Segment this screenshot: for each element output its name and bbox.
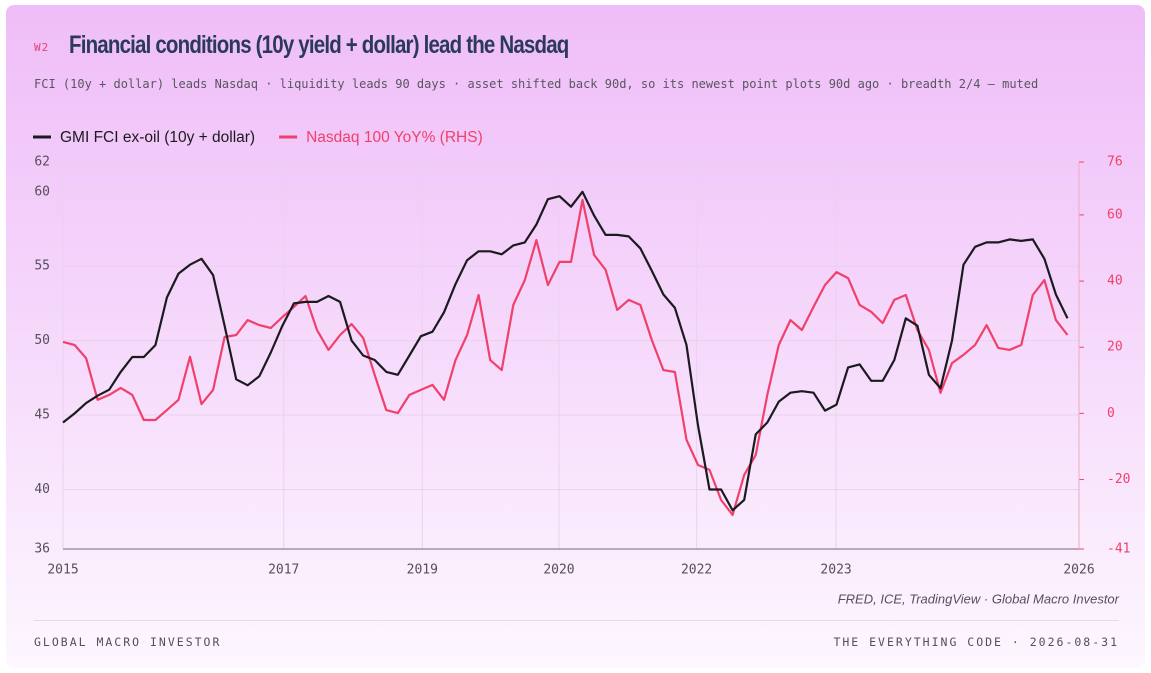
y-tick-label: 36	[34, 542, 50, 557]
subtitle: FCI (10y + dollar) leads Nasdaq · liquid…	[34, 77, 1039, 91]
y-tick-label: 62	[34, 155, 50, 170]
footer-right: THE EVERYTHING CODE · 2026-08-31	[833, 635, 1119, 649]
series-line	[62, 190, 1069, 512]
x-tick-label: 2020	[543, 563, 574, 578]
legend-label: GMI FCI ex-oil (10y + dollar)	[60, 129, 255, 146]
y2-tick-label: 40	[1107, 274, 1123, 289]
y2-tick-label: 20	[1107, 340, 1123, 355]
y-tick-label: 40	[34, 482, 50, 497]
y-tick-label: 45	[34, 408, 50, 423]
x-tick-label: 2023	[820, 563, 851, 578]
footer-left: GLOBAL MACRO INVESTOR	[34, 635, 222, 649]
source: FRED, ICE, TradingView · Global Macro In…	[838, 591, 1120, 606]
legend-label: Nasdaq 100 YoY% (RHS)	[306, 129, 483, 146]
y-tick-label: 60	[34, 184, 50, 199]
x-tick-label: 2017	[268, 563, 299, 578]
y2-tick-label: 0	[1107, 406, 1115, 421]
x-tick-label: 2026	[1063, 563, 1094, 578]
y2-tick-label: 76	[1107, 155, 1123, 170]
x-tick-label: 2019	[407, 563, 438, 578]
divider	[34, 620, 1119, 621]
y2-tick-label: -20	[1107, 472, 1130, 487]
series-line	[62, 198, 1069, 516]
card: W2 Financial conditions (10y yield + dol…	[6, 5, 1145, 668]
y2-tick-label: 60	[1107, 207, 1123, 222]
tag: W2	[34, 41, 50, 54]
x-tick-label: 2022	[681, 563, 712, 578]
y-tick-label: 50	[34, 333, 50, 348]
title: Financial conditions (10y yield + dollar…	[69, 31, 569, 59]
y2-tick-label: -41	[1107, 542, 1130, 557]
x-tick-label: 2015	[47, 563, 78, 578]
y-tick-label: 55	[34, 259, 50, 274]
